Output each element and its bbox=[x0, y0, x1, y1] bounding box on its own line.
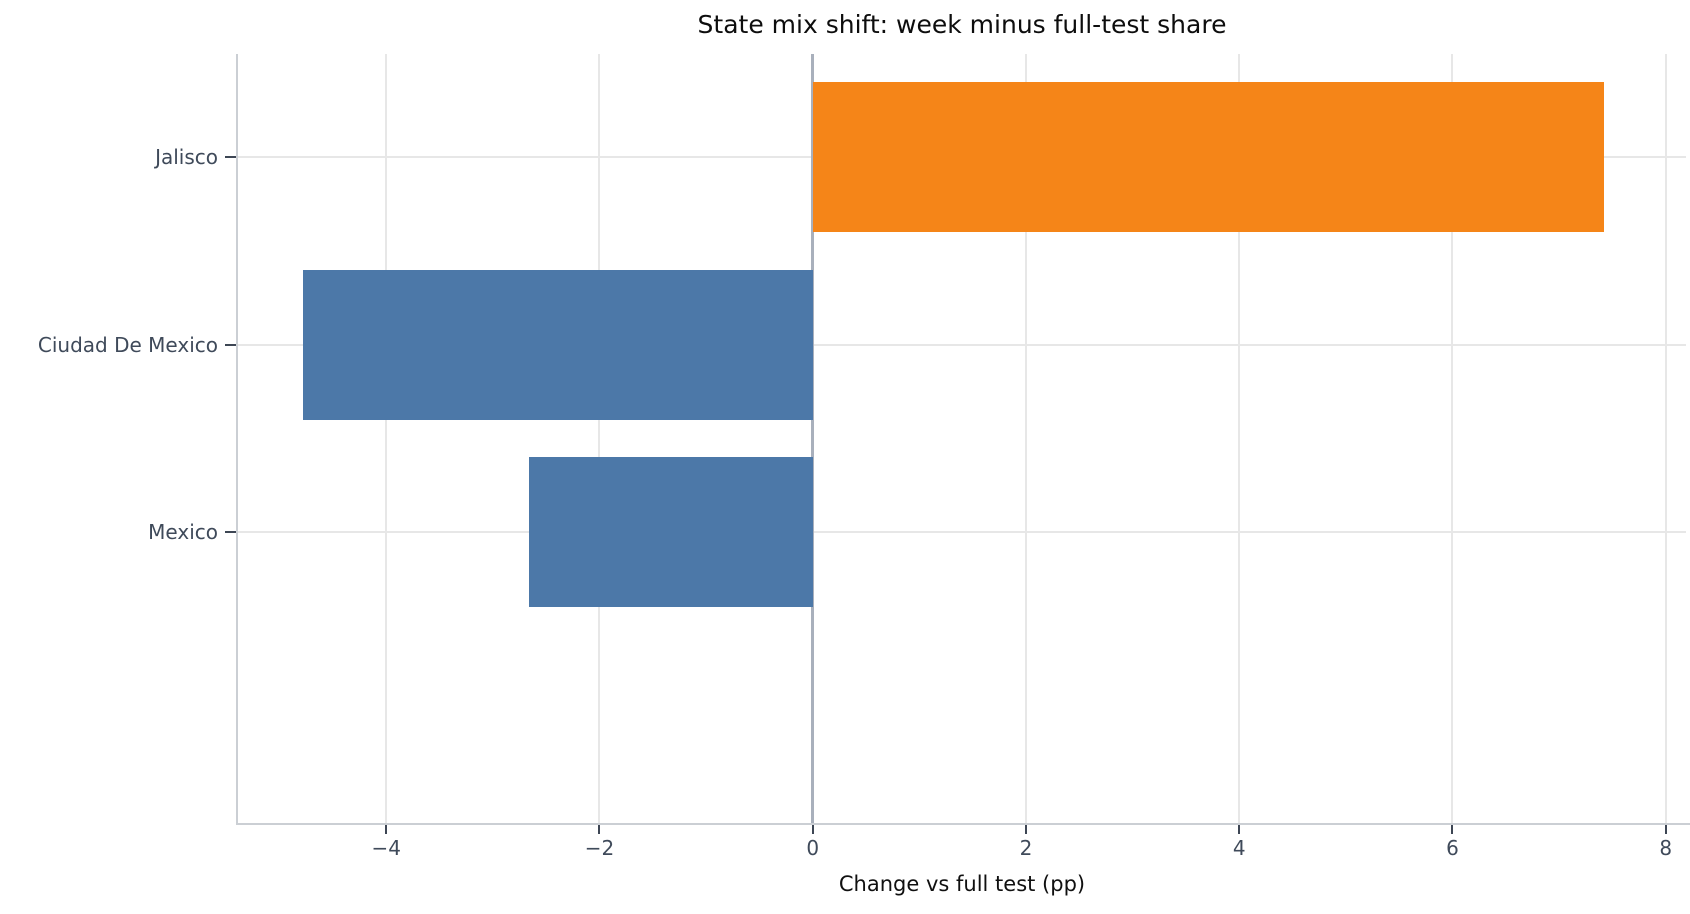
zero-reference-line bbox=[811, 54, 815, 823]
bar-jalisco bbox=[812, 82, 1604, 233]
x-tick-label: 8 bbox=[1659, 836, 1673, 860]
bar-mexico bbox=[529, 457, 813, 608]
x-gridline bbox=[1451, 54, 1454, 823]
x-tick-label: 0 bbox=[806, 836, 820, 860]
zero-line-layer bbox=[238, 54, 1686, 823]
x-tick-mark bbox=[1664, 825, 1667, 834]
y-tick-mark bbox=[225, 343, 236, 346]
y-axis-spine bbox=[236, 54, 238, 825]
x-gridline bbox=[598, 54, 601, 823]
x-axis-spine bbox=[236, 823, 1690, 825]
x-tick-label: −2 bbox=[584, 836, 615, 860]
ticks-layer: −4 −2 0 2 4 6 8 Jalisco Ciudad De Mexico Mexico bbox=[38, 54, 1686, 860]
bars-layer bbox=[238, 54, 1686, 823]
x-tick-mark bbox=[811, 825, 814, 834]
x-gridline bbox=[1024, 54, 1027, 823]
y-gridline bbox=[238, 343, 1686, 346]
x-tick-label: 4 bbox=[1232, 836, 1246, 860]
y-tick-label: Jalisco bbox=[155, 145, 218, 170]
chart-title: State mix shift: week minus full-test sh… bbox=[697, 10, 1227, 39]
x-gridline bbox=[1238, 54, 1241, 823]
x-tick-mark bbox=[1024, 825, 1027, 834]
x-gridline bbox=[385, 54, 388, 823]
x-tick-label: 6 bbox=[1446, 836, 1459, 860]
x-tick-label: 2 bbox=[1019, 836, 1033, 860]
x-tick-label: −4 bbox=[371, 836, 401, 860]
y-tick-mark bbox=[225, 531, 236, 534]
x-gridline bbox=[1664, 54, 1667, 823]
plot-area: −4 −2 0 2 4 6 8 Jalisco Ciudad De Mexico Mexico bbox=[38, 54, 1690, 860]
x-tick-mark bbox=[598, 825, 601, 834]
x-axis-label: Change vs full test (pp) bbox=[838, 872, 1086, 896]
x-tick-mark bbox=[1451, 825, 1454, 834]
y-tick-label: Ciudad De Mexico bbox=[37, 332, 218, 357]
x-tick-mark bbox=[385, 825, 388, 834]
y-tick-mark bbox=[225, 156, 236, 159]
y-gridline bbox=[238, 531, 1686, 534]
y-tick-label: Mexico bbox=[148, 520, 218, 545]
x-tick-mark bbox=[1238, 825, 1241, 834]
bar-ciudad-de-mexico bbox=[303, 269, 813, 420]
